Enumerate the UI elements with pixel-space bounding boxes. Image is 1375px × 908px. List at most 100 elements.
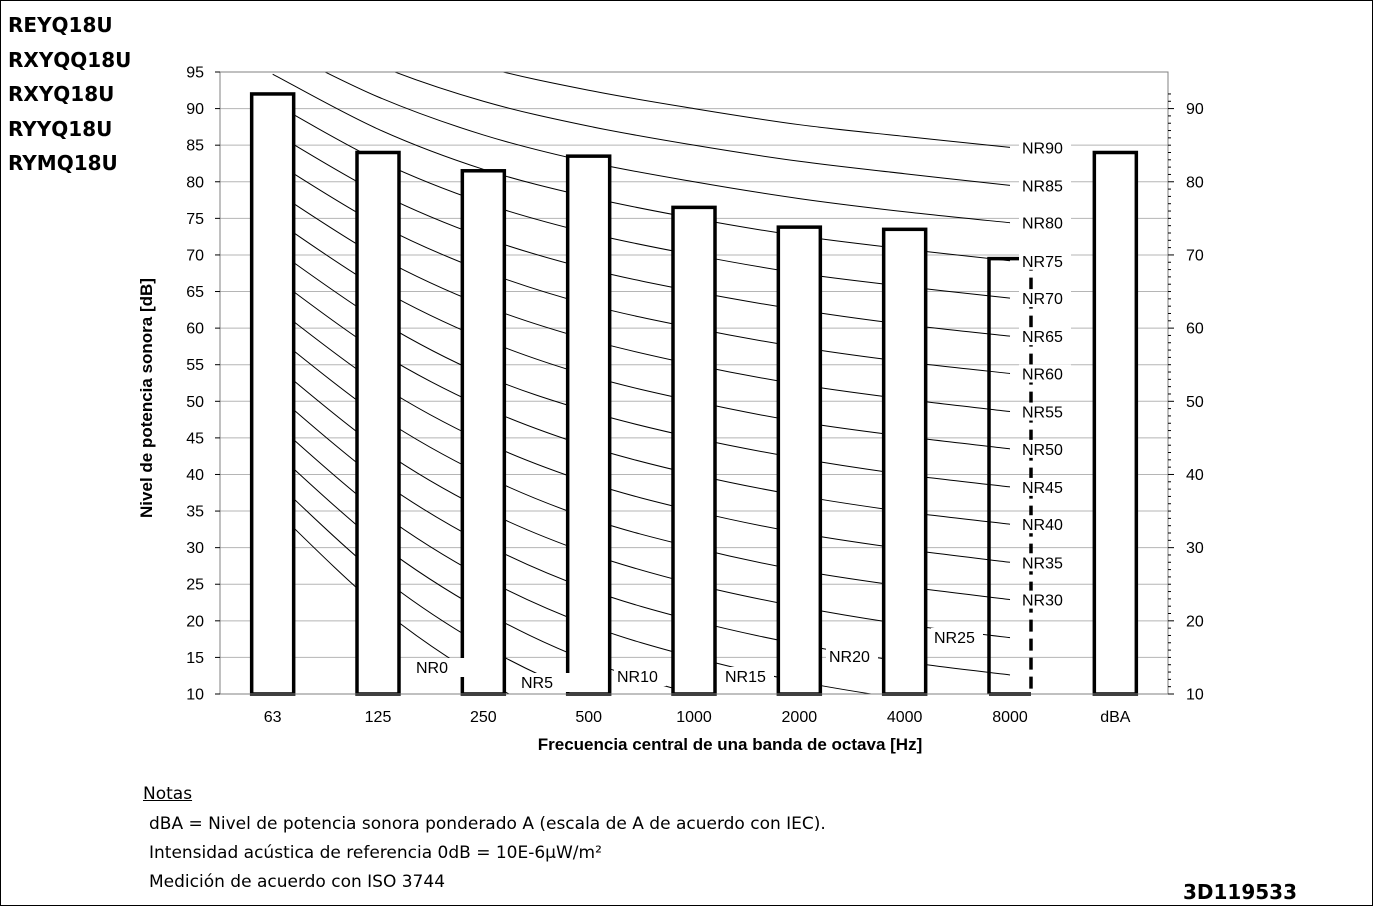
model-name: RYYQ18U [8, 116, 113, 141]
y-tick-label: 70 [186, 247, 204, 264]
bar [776, 225, 823, 696]
y-tick-label-right: 10 [1186, 687, 1204, 704]
model-name: RXYQ18U [8, 82, 115, 106]
y-axis-label: Nivel de potencia sonora [dB] [137, 278, 156, 518]
y-tick-label: 50 [186, 394, 204, 411]
y-tick-label-right: 20 [1186, 613, 1204, 630]
y-tick-label-right: 50 [1186, 394, 1204, 411]
y-tick-label: 40 [186, 467, 204, 484]
y-tick-label: 65 [186, 284, 204, 301]
y-tick-label-right: 60 [1186, 321, 1204, 338]
x-tick-label: dBA [1100, 709, 1131, 726]
y-tick-label: 85 [186, 138, 204, 155]
y-tick-label: 80 [186, 174, 204, 191]
x-tick-label: 63 [264, 709, 282, 726]
nr-label: NR70 [1022, 291, 1063, 308]
nr-label: NR20 [829, 649, 870, 666]
bar [249, 92, 296, 696]
nr-label-bg [1019, 590, 1071, 609]
nr-label: NR0 [416, 660, 448, 677]
nr-label: NR45 [1022, 480, 1063, 497]
nr-label: NR55 [1022, 405, 1063, 422]
nr-label-bg [1019, 364, 1071, 383]
nr-label-bg [1019, 213, 1071, 232]
x-tick-label: 4000 [887, 709, 923, 726]
y-tick-label: 45 [186, 430, 204, 447]
bar [565, 154, 612, 696]
model-name: REYQ18U [8, 13, 113, 37]
x-tick-label: 1000 [676, 709, 712, 726]
nr-label: NR90 [1022, 140, 1063, 157]
nr-label: NR5 [521, 675, 553, 692]
note-line: Medición de acuerdo con ISO 3744 [149, 872, 446, 892]
plot-border [219, 71, 1169, 695]
nr-label: NR80 [1022, 216, 1063, 233]
nr-label-bg [1019, 289, 1071, 308]
model-name: RYMQ18U [8, 151, 118, 175]
nr-label: NR60 [1022, 366, 1063, 383]
nr-curve [393, 72, 1011, 186]
y-tick-label: 75 [186, 211, 204, 228]
y-tick-label: 20 [186, 613, 204, 630]
y-tick-label-right: 30 [1186, 540, 1204, 557]
notes-heading: Notas [143, 784, 193, 804]
nr-label-bg [931, 628, 983, 647]
nr-label-bg [1019, 477, 1071, 496]
bar [355, 150, 401, 696]
note-line: Intensidad acústica de referencia 0dB = … [149, 843, 602, 863]
y-tick-label: 30 [186, 540, 204, 557]
y-tick-label-right: 70 [1186, 247, 1204, 264]
y-tick-label: 60 [186, 321, 204, 338]
nr-label-bg [1019, 553, 1071, 572]
nr-label: NR85 [1022, 178, 1063, 195]
nr-label: NR40 [1022, 517, 1063, 534]
y-tick-label-right: 90 [1186, 101, 1204, 118]
nr-label: NR65 [1022, 329, 1063, 346]
x-tick-label: 250 [470, 709, 497, 726]
x-tick-label: 500 [575, 709, 602, 726]
nr-labels: NR30 NR35 NR40 NR45 NR50 NR55 NR60 NR65 NR70 NR75… [413, 138, 1071, 692]
bar [987, 256, 1031, 694]
x-tick-label: 2000 [782, 709, 818, 726]
axes: 10 15 20 25 30 35 40 45 50 55 60 65 70 75 80 85 90 95 10 20… [186, 65, 1204, 727]
bar [881, 227, 928, 696]
nr-curve [323, 72, 1011, 224]
nr-label: NR25 [934, 630, 975, 647]
nr-label-bg [1019, 402, 1071, 421]
y-tick-label: 95 [186, 65, 204, 82]
nr-label: NR10 [617, 669, 658, 686]
x-axis-label: Frecuencia central de una banda de octav… [538, 735, 923, 754]
nr-label-bg [518, 673, 570, 692]
document-id: 3D119533 [1183, 880, 1298, 904]
nr-label-bg [614, 667, 666, 686]
nr-label-bg [826, 647, 878, 666]
bars [249, 92, 1139, 696]
model-name: RXYQQ18U [8, 47, 132, 72]
nr-label-bg [1019, 251, 1071, 270]
y-tick-label-right: 80 [1186, 174, 1204, 191]
model-list: REYQ18U RXYQQ18U RXYQ18U RYYQ18U RYMQ18U [8, 8, 131, 181]
nr-label: NR30 [1022, 593, 1063, 610]
nr-label-bg [722, 667, 774, 686]
nr-label-bg [1019, 138, 1071, 157]
x-tick-label: 8000 [992, 709, 1028, 726]
nr-label: NR15 [725, 669, 766, 686]
y-tick-label: 25 [186, 577, 204, 594]
notes: Notas dBA = Nivel de potencia sonora pon… [143, 784, 826, 897]
nr-label-bg [1019, 327, 1071, 346]
nr-label-bg [1019, 176, 1071, 195]
nr-label-bg [1019, 515, 1071, 534]
nr-curve [501, 72, 1011, 148]
y-tick-label: 90 [186, 101, 204, 118]
nr-label: NR75 [1022, 254, 1063, 271]
nr-label: NR50 [1022, 442, 1063, 459]
y-tick-label: 35 [186, 504, 204, 521]
nr-label-bg [413, 658, 465, 677]
y-tick-label: 10 [186, 687, 204, 704]
note-line: dBA = Nivel de potencia sonora ponderado… [149, 814, 826, 834]
bar [1092, 150, 1139, 696]
bar [460, 169, 507, 696]
y-tick-label: 55 [186, 357, 204, 374]
x-tick-label: 125 [365, 709, 392, 726]
